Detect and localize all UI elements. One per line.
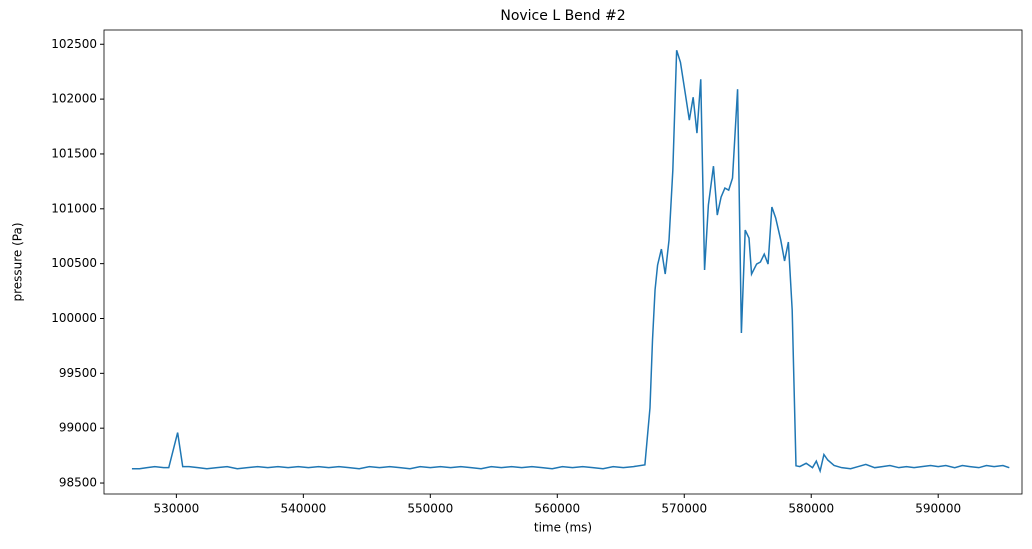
y-tick-label: 100000 [51,311,97,325]
plot-frame [103,29,1023,495]
data-line [131,50,1010,474]
y-tick-label: 101000 [51,201,97,215]
y-tick-label: 98500 [59,476,97,490]
x-tick-label: 550000 [407,502,453,516]
y-axis-label: pressure (Pa) [11,222,25,301]
x-tick-label: 570000 [661,502,707,516]
y-tick-label: 99000 [59,421,97,435]
y-tick-label: 102000 [51,92,97,106]
x-axis-label: time (ms) [534,521,592,535]
y-tick-label: 100500 [51,256,97,270]
x-tick-label: 560000 [534,502,580,516]
x-tick-label: 540000 [280,502,326,516]
chart-title: Novice L Bend #2 [500,8,625,24]
y-tick-label: 99500 [59,366,97,380]
y-tick-label: 101500 [51,146,97,160]
x-tick-label: 590000 [915,502,961,516]
y-tick-label: 102500 [51,37,97,51]
x-tick-label: 580000 [788,502,834,516]
x-tick-label: 530000 [153,502,199,516]
